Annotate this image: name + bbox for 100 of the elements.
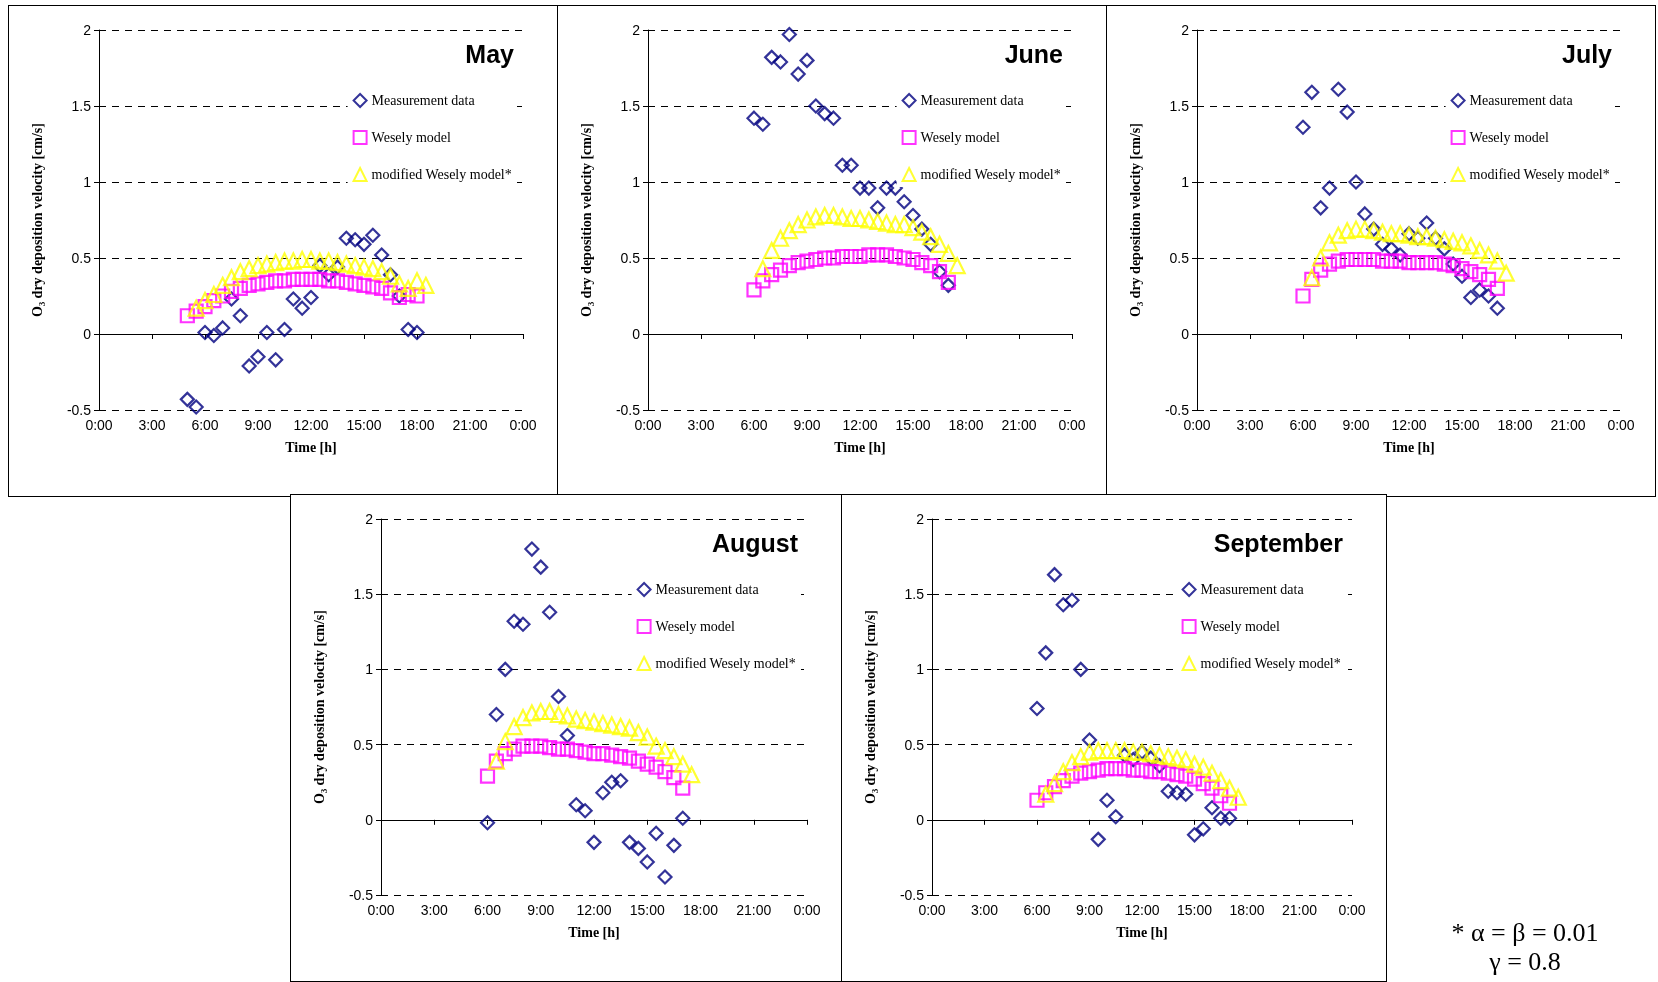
x-tick-label: 3:00: [420, 902, 449, 918]
x-tick-label: 3:00: [1236, 417, 1264, 433]
point: [781, 26, 797, 43]
point: [675, 780, 691, 796]
point: [399, 279, 417, 297]
point: [259, 274, 275, 290]
y-tick-label: 1: [632, 174, 641, 190]
point: [1221, 810, 1238, 826]
chart-title: May: [465, 39, 515, 68]
point: [763, 241, 781, 259]
x-axis-title: Time [h]: [1116, 924, 1168, 940]
y-tick-label: 1: [1181, 174, 1190, 190]
point: [197, 299, 213, 315]
point: [1313, 200, 1329, 216]
point: [497, 746, 513, 762]
x-tick-label: 0:00: [1058, 417, 1086, 433]
point: [1073, 765, 1089, 781]
point: [1213, 810, 1229, 826]
x-tick-label: 6:00: [191, 417, 219, 433]
point: [1312, 249, 1330, 267]
y-tick-label: 2: [1181, 22, 1190, 38]
point: [790, 66, 806, 82]
point: [285, 271, 301, 287]
point: [771, 229, 790, 247]
point: [1150, 746, 1169, 764]
x-tick-label: 15:00: [346, 417, 382, 433]
point: [382, 285, 399, 301]
point: [895, 215, 913, 234]
y-tick-label: -0.5: [1164, 402, 1190, 418]
point: [1392, 253, 1408, 269]
x-tick-label: 12:00: [1391, 417, 1427, 433]
point: [878, 247, 895, 263]
point: [1436, 256, 1452, 272]
point: [338, 230, 354, 246]
point: [860, 211, 878, 229]
point: [328, 253, 347, 272]
point: [259, 324, 275, 341]
point: [852, 248, 868, 265]
point: [497, 661, 513, 677]
point: [206, 292, 222, 309]
y-tick-label: 1: [916, 661, 925, 678]
point: [1392, 247, 1408, 263]
point: [780, 222, 798, 240]
point: [904, 219, 922, 237]
point: [638, 728, 656, 746]
x-tick-label: 9:00: [527, 902, 555, 918]
point: [1107, 742, 1125, 760]
y-tick-label: 0.5: [620, 250, 641, 266]
x-tick-label: 9:00: [1075, 902, 1104, 918]
point: [629, 723, 647, 742]
point: [817, 250, 833, 266]
point: [799, 52, 815, 68]
point: [1090, 831, 1106, 847]
point: [657, 764, 673, 780]
point: [567, 710, 585, 728]
point: [222, 269, 241, 287]
point: [833, 208, 851, 226]
point: [799, 253, 815, 269]
point: [754, 260, 772, 278]
x-tick-label: 0:00: [918, 902, 946, 918]
x-tick-label: 12:00: [576, 902, 612, 918]
point: [576, 711, 594, 730]
legend-label: modified Wesely model*: [371, 167, 512, 182]
point: [905, 251, 921, 268]
point: [1374, 236, 1391, 252]
point: [603, 716, 621, 734]
point: [1204, 800, 1220, 816]
point: [1330, 81, 1346, 97]
point: [506, 613, 522, 629]
point: [1401, 254, 1417, 271]
point: [232, 280, 248, 296]
y-tick-label: 2: [916, 511, 925, 527]
point: [1186, 827, 1203, 843]
x-tick-label: 3:00: [138, 417, 166, 433]
y-axis-title: O₃ dry deposition velocity [cm/s]: [578, 123, 594, 317]
x-tick-label: 0:00: [634, 417, 662, 433]
y-tick-label: 1: [83, 174, 92, 190]
x-axis-title: Time [h]: [568, 924, 620, 940]
point: [852, 180, 868, 196]
point: [417, 276, 435, 294]
chart-title: July: [1561, 39, 1613, 68]
legend-label: Measurement data: [371, 93, 476, 108]
point: [577, 744, 593, 760]
point: [1453, 234, 1471, 252]
point: [896, 250, 912, 266]
point: [179, 308, 195, 324]
x-tick-label: 18:00: [1497, 417, 1533, 433]
point: [232, 308, 248, 324]
point: [408, 272, 426, 290]
y-tick-label: -0.5: [615, 402, 641, 418]
point: [586, 746, 602, 762]
point: [267, 253, 285, 272]
point: [196, 291, 214, 310]
point: [746, 110, 762, 126]
point: [1203, 764, 1221, 782]
point: [284, 252, 302, 270]
point: [1169, 785, 1185, 801]
point: [373, 263, 391, 281]
point: [1212, 772, 1230, 790]
point: [1063, 754, 1081, 772]
